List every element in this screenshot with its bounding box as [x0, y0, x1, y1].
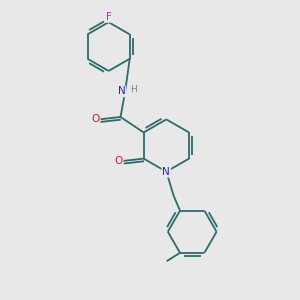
Text: F: F	[106, 12, 112, 22]
Text: H: H	[130, 85, 137, 94]
Text: N: N	[163, 167, 170, 177]
Text: N: N	[118, 86, 125, 96]
Text: O: O	[115, 156, 123, 166]
Text: O: O	[92, 114, 100, 124]
